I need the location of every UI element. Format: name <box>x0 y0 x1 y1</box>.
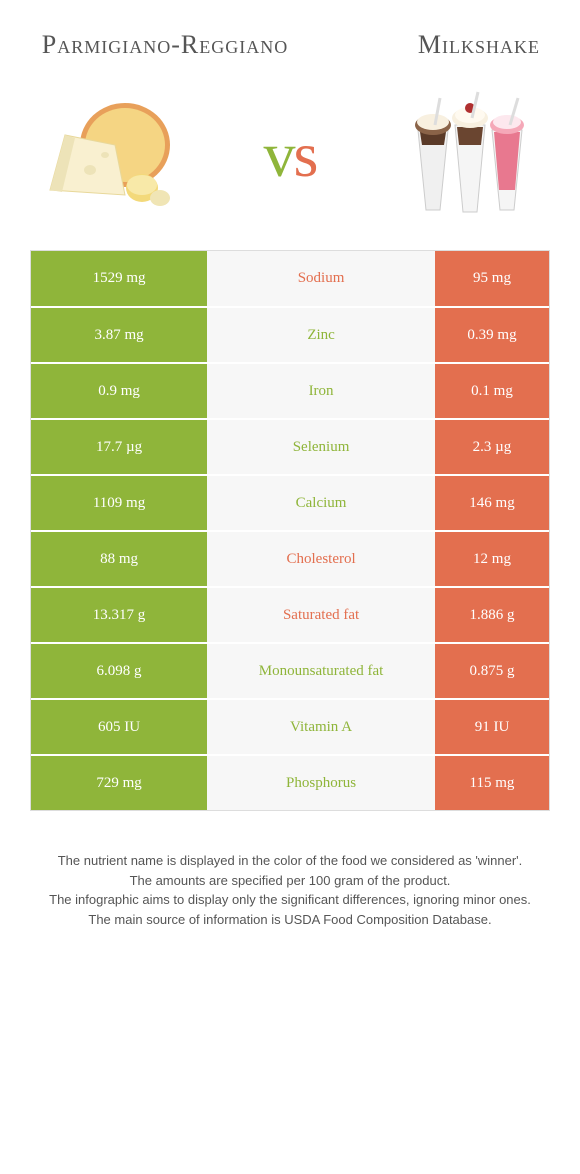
left-value-cell: 17.7 µg <box>31 420 207 474</box>
left-value-cell: 3.87 mg <box>31 308 207 362</box>
nutrient-label-cell: Cholesterol <box>207 532 435 586</box>
right-value-cell: 2.3 µg <box>435 420 549 474</box>
table-row: 0.9 mgIron0.1 mg <box>31 362 549 418</box>
right-value-cell: 146 mg <box>435 476 549 530</box>
table-row: 1529 mgSodium95 mg <box>31 250 549 306</box>
vs-label: vs <box>264 118 317 192</box>
nutrient-label-cell: Saturated fat <box>207 588 435 642</box>
left-value-cell: 88 mg <box>31 532 207 586</box>
nutrient-label-cell: Sodium <box>207 251 435 306</box>
nutrient-label-cell: Zinc <box>207 308 435 362</box>
left-food-image <box>30 90 190 220</box>
nutrient-label-cell: Selenium <box>207 420 435 474</box>
footer-line-2: The amounts are specified per 100 gram o… <box>40 871 540 891</box>
footer-line-4: The main source of information is USDA F… <box>40 910 540 930</box>
images-row: vs <box>0 80 580 250</box>
table-row: 6.098 gMonounsaturated fat0.875 g <box>31 642 549 698</box>
right-value-cell: 12 mg <box>435 532 549 586</box>
milkshake-icon <box>400 90 540 220</box>
vs-s-letter: s <box>294 119 317 190</box>
nutrient-label-cell: Monounsaturated fat <box>207 644 435 698</box>
table-row: 3.87 mgZinc0.39 mg <box>31 306 549 362</box>
right-value-cell: 0.875 g <box>435 644 549 698</box>
header-row: Parmigiano-Reggiano Milkshake <box>0 0 580 80</box>
table-row: 17.7 µgSelenium2.3 µg <box>31 418 549 474</box>
right-value-cell: 95 mg <box>435 251 549 306</box>
left-food-title: Parmigiano-Reggiano <box>40 30 290 60</box>
footer-line-3: The infographic aims to display only the… <box>40 890 540 910</box>
table-row: 1109 mgCalcium146 mg <box>31 474 549 530</box>
left-value-cell: 1109 mg <box>31 476 207 530</box>
table-row: 13.317 gSaturated fat1.886 g <box>31 586 549 642</box>
left-value-cell: 1529 mg <box>31 251 207 306</box>
left-value-cell: 6.098 g <box>31 644 207 698</box>
right-value-cell: 0.1 mg <box>435 364 549 418</box>
nutrient-label-cell: Vitamin A <box>207 700 435 754</box>
footer-notes: The nutrient name is displayed in the co… <box>0 811 580 949</box>
right-food-title: Milkshake <box>290 30 540 60</box>
nutrient-table: 1529 mgSodium95 mg3.87 mgZinc0.39 mg0.9 … <box>30 250 550 811</box>
table-row: 605 IUVitamin A91 IU <box>31 698 549 754</box>
right-food-image <box>390 90 550 220</box>
left-value-cell: 0.9 mg <box>31 364 207 418</box>
nutrient-label-cell: Calcium <box>207 476 435 530</box>
table-row: 729 mgPhosphorus115 mg <box>31 754 549 810</box>
nutrient-label-cell: Phosphorus <box>207 756 435 810</box>
right-value-cell: 115 mg <box>435 756 549 810</box>
cheese-icon <box>40 100 180 210</box>
left-value-cell: 13.317 g <box>31 588 207 642</box>
vs-v-letter: v <box>264 119 294 190</box>
table-row: 88 mgCholesterol12 mg <box>31 530 549 586</box>
right-value-cell: 0.39 mg <box>435 308 549 362</box>
right-value-cell: 1.886 g <box>435 588 549 642</box>
left-value-cell: 605 IU <box>31 700 207 754</box>
left-value-cell: 729 mg <box>31 756 207 810</box>
right-value-cell: 91 IU <box>435 700 549 754</box>
footer-line-1: The nutrient name is displayed in the co… <box>40 851 540 871</box>
nutrient-label-cell: Iron <box>207 364 435 418</box>
